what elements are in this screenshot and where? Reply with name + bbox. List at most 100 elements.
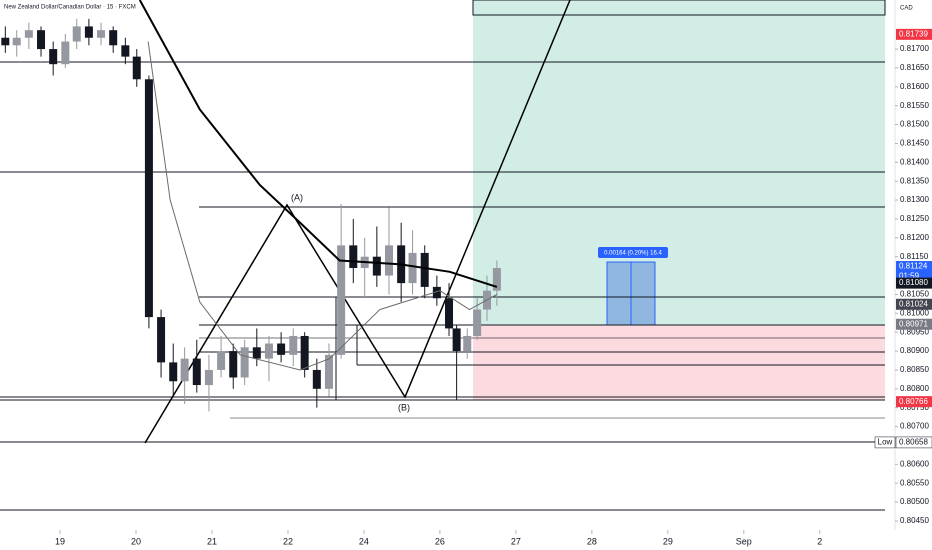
loss-zone (473, 325, 885, 400)
y-tick-label: 0.81500 (900, 120, 929, 129)
measure-tag (598, 247, 668, 258)
y-tick-label: 0.81000 (900, 308, 929, 317)
price-tag (896, 396, 932, 408)
candle-body (452, 328, 461, 352)
price-tag-label: 0.80766 (899, 397, 928, 406)
x-tick-label: 2 (817, 536, 822, 546)
candle-body (252, 347, 261, 359)
candle-body (169, 362, 178, 382)
y-tick-label: 0.81400 (900, 157, 929, 166)
candle-body (277, 343, 286, 355)
y-tick-label: 0.80900 (900, 346, 929, 355)
candle-body (372, 256, 381, 276)
y-tick-label: 0.80700 (900, 422, 929, 431)
y-tick-label: 0.80750 (900, 403, 929, 412)
countdown: 01:59 (899, 272, 920, 281)
candle-body (349, 245, 358, 269)
price-tag-label: 0.81124 (899, 262, 928, 271)
x-tick-label: 26 (435, 536, 445, 546)
candle-body (217, 351, 226, 370)
x-tick-label: 19 (55, 536, 65, 546)
currency: CAD (900, 6, 913, 12)
candle-body (384, 245, 393, 276)
price-tag (896, 277, 932, 289)
candle-body (432, 286, 441, 299)
y-tick-label: 0.80800 (900, 384, 929, 393)
x-tick-label: Sep (736, 536, 752, 546)
y-tick-label: 0.81250 (900, 214, 929, 223)
y-tick-label: 0.80950 (900, 327, 929, 336)
candle-body (408, 252, 417, 284)
label-b: (B) (398, 402, 410, 412)
candle-body (121, 45, 130, 57)
candle-body (49, 49, 58, 65)
price-tag (896, 28, 932, 40)
price-tag-label: 0.80658 (899, 438, 928, 447)
candle-body (445, 298, 454, 329)
candle-body (132, 56, 141, 80)
candle-body (264, 343, 273, 359)
candle-body (61, 41, 70, 65)
y-tick-label: 0.81600 (900, 82, 929, 91)
x-tick-label: 24 (359, 536, 369, 546)
candle-body (229, 351, 238, 378)
candle-body (144, 79, 153, 318)
y-tick-label: 0.80600 (900, 459, 929, 468)
x-tick-label: 22 (283, 536, 293, 546)
price-tag-label: 0.81739 (899, 29, 928, 38)
candle-body (12, 37, 21, 46)
candle-body (492, 268, 501, 291)
candle-body (240, 347, 249, 378)
candle-body (473, 309, 482, 336)
price-tag (895, 436, 932, 449)
price-tag-label: 0.81024 (899, 299, 928, 308)
price-tag (896, 318, 932, 330)
y-tick-label: 0.81150 (900, 252, 929, 261)
low-tag (874, 436, 896, 449)
label-a: (A) (291, 192, 303, 202)
candle-body (84, 26, 93, 38)
x-tick-label: 21 (207, 536, 217, 546)
x-tick-label: 27 (511, 536, 521, 546)
candle-body (324, 354, 333, 389)
candle-body (24, 30, 33, 38)
y-tick-label: 0.80850 (900, 365, 929, 374)
candle-body (97, 30, 106, 38)
moving-average (138, 0, 498, 288)
candle-body (192, 358, 201, 386)
candle-body (289, 335, 298, 355)
candle-body (72, 26, 81, 42)
candle-body (420, 252, 429, 287)
candle-body (37, 30, 46, 50)
price-tag-label: 0.80971 (899, 319, 928, 328)
y-tick-label: 0.81200 (900, 233, 929, 242)
candle-body (337, 245, 346, 355)
low-tag-label: Low (878, 438, 893, 447)
price-tag (896, 298, 932, 310)
price-tag (896, 261, 932, 284)
target-box (472, 0, 886, 16)
chart-title: New Zealand Dollar/Canadian Dollar · 15 … (4, 5, 136, 11)
candle-body (463, 335, 472, 352)
y-tick-label: 0.81350 (900, 176, 929, 185)
y-tick-label: 0.81450 (900, 139, 929, 148)
moving-average (147, 41, 498, 371)
candle-body (300, 335, 309, 370)
candle-body (1, 37, 10, 46)
candle-body (109, 30, 118, 46)
x-tick-label: 20 (131, 536, 141, 546)
x-tick-label: 28 (587, 536, 597, 546)
y-tick-label: 0.80550 (900, 478, 929, 487)
y-tick-label: 0.80450 (900, 516, 929, 525)
candle-body (180, 358, 189, 382)
candle-body (204, 369, 213, 386)
profit-zone (473, 0, 885, 325)
price-tag-label: 0.81080 (899, 278, 928, 287)
y-tick-label: 0.81700 (900, 44, 929, 53)
x-tick-label: 29 (663, 536, 673, 546)
candle-body (157, 317, 166, 363)
measure-label: 0.00164 (0.20%) 16.4 (604, 251, 662, 257)
hlines (0, 61, 885, 511)
candle-body (312, 369, 321, 389)
